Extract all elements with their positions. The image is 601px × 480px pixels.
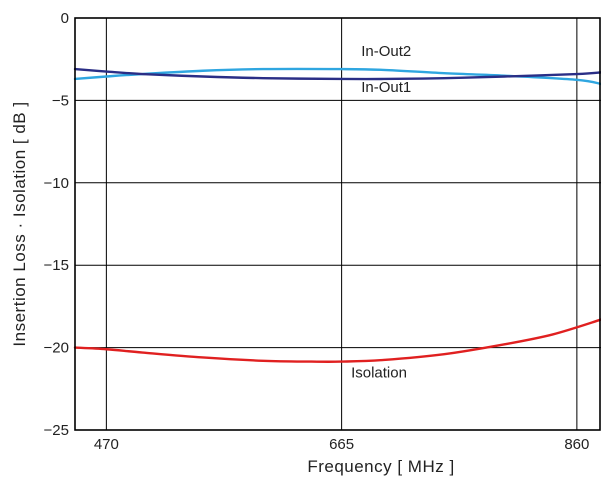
x-tick-label: 470: [94, 436, 119, 453]
y-tick-label: −10: [44, 175, 69, 192]
y-tick-label: −15: [44, 257, 69, 274]
y-tick-label: 0: [61, 10, 69, 27]
grid-layer: [75, 18, 601, 430]
series-label-in-out1: In-Out1: [361, 79, 411, 96]
x-axis-label: Frequency [ MHz ]: [307, 457, 454, 476]
y-axis-label: Insertion Loss · Isolation [ dB ]: [10, 101, 29, 346]
series-label-layer: In-Out2 In-Out1 Isolation: [351, 43, 411, 381]
series-label-in-out2: In-Out2: [361, 43, 411, 60]
y-tick-label: −20: [44, 340, 69, 357]
tick-label-layer: 0 −5 −10 −15 −20 −25 470 665 860: [44, 10, 590, 453]
plot-frame: [74, 17, 601, 431]
series-line-in-out1: [73, 67, 601, 81]
x-tick-label: 665: [329, 436, 354, 453]
series-line-in-out2: [73, 67, 601, 86]
y-tick-label: −25: [44, 422, 69, 439]
series-line-isolation: [73, 318, 601, 363]
y-tick-label: −5: [52, 92, 69, 109]
series-label-isolation: Isolation: [351, 364, 407, 381]
x-tick-label: 860: [564, 436, 589, 453]
series-layer: [73, 67, 601, 363]
